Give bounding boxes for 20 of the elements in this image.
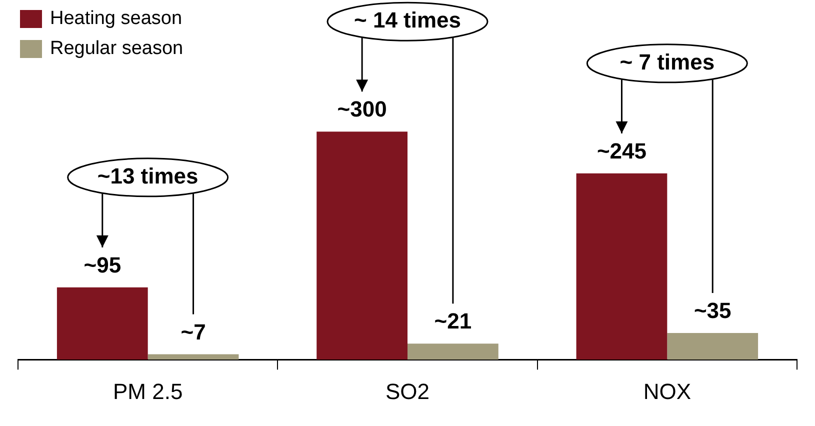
bar xyxy=(316,132,408,360)
data-label: ~35 xyxy=(694,298,732,324)
bar xyxy=(56,287,148,360)
bar xyxy=(148,354,239,360)
bar xyxy=(667,333,758,360)
legend-label: Heating season xyxy=(50,8,182,30)
data-label: ~245 xyxy=(596,138,647,164)
bar xyxy=(576,173,668,360)
data-label: ~95 xyxy=(84,252,122,278)
x-tick-label: SO2 xyxy=(385,378,430,404)
bar xyxy=(408,344,498,360)
annotation: ~ 7 times xyxy=(620,49,715,74)
x-tick-label: PM 2.5 xyxy=(112,378,183,404)
legend-label: Regular season xyxy=(50,38,184,60)
data-label: ~300 xyxy=(337,96,387,122)
data-label: ~7 xyxy=(180,319,206,344)
data-label: ~21 xyxy=(434,308,472,334)
x-tick-label: NOX xyxy=(643,378,692,404)
annotation: ~13 times xyxy=(97,163,198,188)
annotation: ~ 14 times xyxy=(354,8,462,33)
